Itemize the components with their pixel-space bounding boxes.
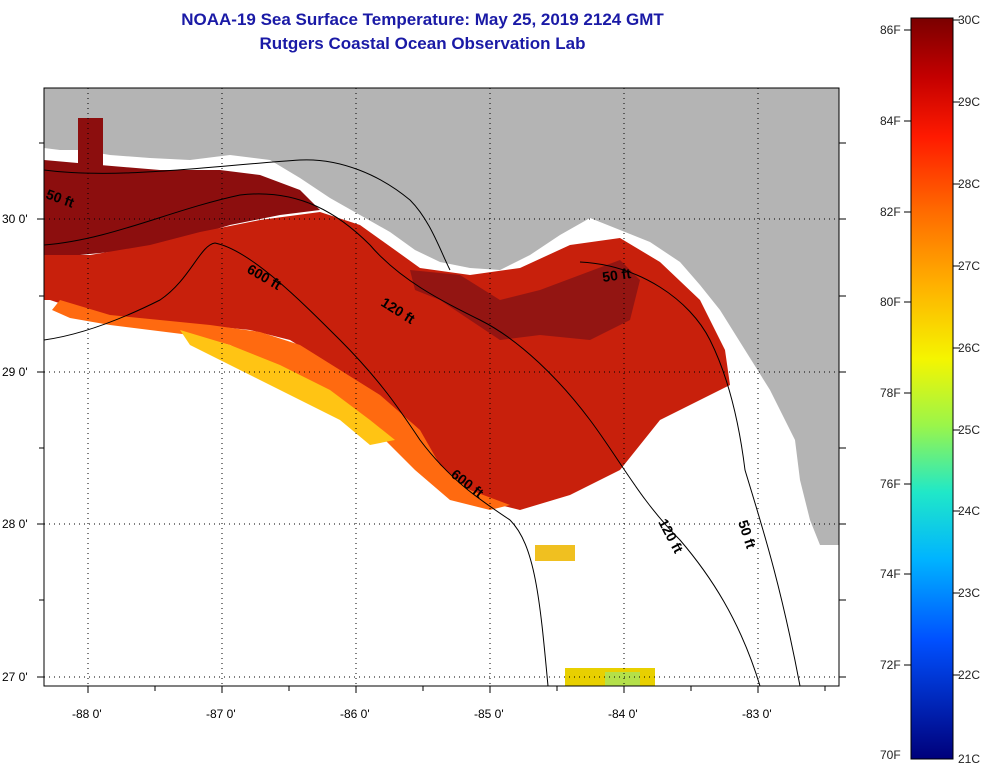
contour-label: 50 ft xyxy=(601,265,632,285)
lon-tick-label: -83 0' xyxy=(742,707,772,721)
lat-tick-label: 27 0' xyxy=(2,670,28,684)
sst-field-yellow xyxy=(180,330,395,445)
colorbar-c-label: 30C xyxy=(958,13,980,27)
colorbar-c-label: 26C xyxy=(958,341,980,355)
contour-50ft-west xyxy=(44,159,451,271)
contour-50ft-east xyxy=(579,261,801,686)
colorbar-c-label: 27C xyxy=(958,259,980,273)
colorbar-f-label: 74F xyxy=(880,567,901,581)
contour-120ft xyxy=(44,193,761,686)
colorbar-f-label: 84F xyxy=(880,114,901,128)
colorbar-f-label: 80F xyxy=(880,295,901,309)
colorbar-c-label: 25C xyxy=(958,423,980,437)
figure-subtitle: Rutgers Coastal Ocean Observation Lab xyxy=(259,34,586,53)
contour-600ft xyxy=(44,242,549,686)
colorbar-f-label: 78F xyxy=(880,386,901,400)
colorbar-f-label: 72F xyxy=(880,658,901,672)
sst-warm-core xyxy=(44,160,320,255)
lon-tick-label: -88 0' xyxy=(72,707,102,721)
colorbar-c-label: 23C xyxy=(958,586,980,600)
colorbar-c-label: 28C xyxy=(958,177,980,191)
colorbar-f-label: 76F xyxy=(880,477,901,491)
coastline-strip xyxy=(815,560,839,686)
lat-tick-label: 29 0' xyxy=(2,365,28,379)
lon-tick-label: -87 0' xyxy=(206,707,236,721)
colorbar-f-label: 82F xyxy=(880,205,901,219)
sst-patch-mid xyxy=(535,545,575,561)
lon-tick-label: -84 0' xyxy=(608,707,638,721)
colorbar-f-label: 86F xyxy=(880,23,901,37)
lon-tick-label: -85 0' xyxy=(474,707,504,721)
lat-tick-label: 30 0' xyxy=(2,212,28,226)
colorbar-c-label: 22C xyxy=(958,668,980,682)
colorbar xyxy=(910,17,954,760)
tick-marks xyxy=(37,142,846,693)
colorbar-c-label: 21C xyxy=(958,752,980,766)
land-mass xyxy=(44,88,839,545)
colorbar-c-label: 24C xyxy=(958,504,980,518)
sst-core-dark xyxy=(410,260,640,340)
sst-patch-ne xyxy=(78,118,103,173)
figure-title: NOAA-19 Sea Surface Temperature: May 25,… xyxy=(181,10,664,29)
colorbar-c-label: 29C xyxy=(958,95,980,109)
sst-patch-south-green xyxy=(605,672,640,686)
lat-tick-label: 28 0' xyxy=(2,517,28,531)
colorbar-f-label: 70F xyxy=(880,748,901,762)
lon-tick-label: -86 0' xyxy=(340,707,370,721)
colorbar-ticks xyxy=(904,19,960,676)
sst-field-orange xyxy=(52,300,510,510)
